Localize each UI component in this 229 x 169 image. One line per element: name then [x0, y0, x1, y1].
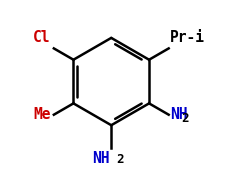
- Text: NH: NH: [170, 107, 188, 122]
- Text: Pr-i: Pr-i: [170, 30, 205, 45]
- Text: 2: 2: [116, 153, 124, 166]
- Text: 2: 2: [181, 112, 189, 125]
- Text: Me: Me: [33, 107, 51, 122]
- Text: NH: NH: [92, 151, 110, 166]
- Text: Cl: Cl: [33, 30, 51, 45]
